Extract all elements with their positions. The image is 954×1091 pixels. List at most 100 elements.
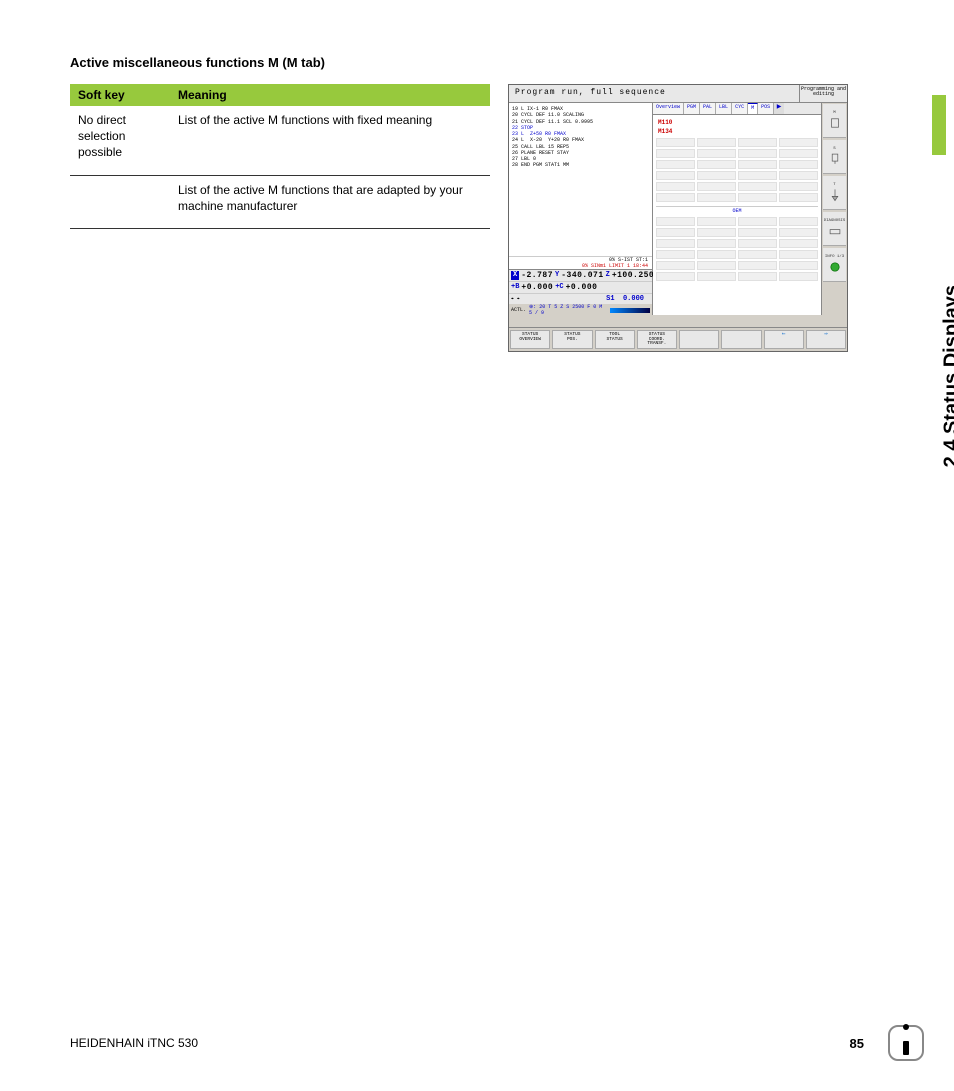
feed-bar: [610, 308, 650, 313]
m-slot: [656, 228, 695, 237]
m-slot: [738, 261, 777, 270]
diagnosis-icon[interactable]: DIAGNOSIS: [823, 212, 846, 246]
m-slot: [697, 193, 736, 202]
status-tab-pgm[interactable]: PGM: [684, 103, 700, 114]
side-tab-label: 2.4 Status Displays: [940, 285, 954, 467]
m-slot: [738, 239, 777, 248]
m-slot: [697, 217, 736, 226]
m-slot: [779, 160, 818, 169]
softkey[interactable]: STATUS POS.: [552, 330, 592, 349]
m-slot: [779, 149, 818, 158]
axis-y-label: Y: [555, 271, 559, 280]
tabs-scroll-right-icon[interactable]: ▶: [774, 103, 784, 114]
cell-meaning: List of the active M functions that are …: [170, 175, 490, 228]
m-slot: [779, 217, 818, 226]
m-slot: [697, 272, 736, 281]
status-tab-m[interactable]: M: [748, 103, 758, 114]
softkey-arrow[interactable]: ⇐: [764, 330, 804, 349]
m-icon[interactable]: M: [823, 104, 846, 138]
axis-c-val: +0.000: [566, 283, 598, 292]
table-row: List of the active M functions that are …: [70, 175, 490, 228]
status-tab-pal[interactable]: PAL: [700, 103, 716, 114]
m-slot: [779, 138, 818, 147]
cell-softkey: No direct selection possible: [70, 106, 170, 175]
program-line: 28 END PGM STAT1 MM: [512, 162, 649, 168]
m-slot: [779, 182, 818, 191]
program-listing: 19 L IX-1 R0 FMAX20 CYCL DEF 11.0 SCALIN…: [509, 103, 652, 172]
m-slot: [738, 193, 777, 202]
m-functions-panel: M110 M134 OEM: [653, 115, 821, 315]
m-slot: [738, 272, 777, 281]
m-value: M110: [656, 118, 818, 127]
softkey[interactable]: [721, 330, 761, 349]
m-slot: [656, 160, 695, 169]
col-softkey: Soft key: [70, 84, 170, 106]
m-slot: [738, 182, 777, 191]
m-slot: [779, 171, 818, 180]
axis-b-val: +0.000: [521, 283, 553, 292]
oem-label: OEM: [656, 206, 818, 215]
axis-c-label: +C: [555, 283, 563, 292]
axis-y-val: -340.071: [561, 271, 603, 280]
m-slot: [656, 272, 695, 281]
m-slot: [779, 261, 818, 270]
softkey-arrow[interactable]: ⇒: [806, 330, 846, 349]
m-slot: [697, 182, 736, 191]
program-status: 0% S-IST ST:1 0% SINm1 LIMIT 1 18:44: [509, 256, 652, 269]
m-slot: [697, 261, 736, 270]
m-slot: [656, 193, 695, 202]
m-slot: [738, 171, 777, 180]
t-icon[interactable]: T: [823, 176, 846, 210]
icon-strip: M S T DIAGNOSIS: [821, 103, 847, 315]
table-row: No direct selection possible List of the…: [70, 106, 490, 175]
m-slot: [779, 193, 818, 202]
axis-z-label: Z: [606, 271, 610, 280]
softkey[interactable]: [679, 330, 719, 349]
m-slot: [697, 149, 736, 158]
m-slot: [779, 272, 818, 281]
section-heading: Active miscellaneous functions M (M tab): [70, 55, 884, 70]
col-meaning: Meaning: [170, 84, 490, 106]
m-functions-table: Soft key Meaning No direct selection pos…: [70, 84, 490, 229]
m-slot: [656, 171, 695, 180]
softkey[interactable]: TOOL STATUS: [595, 330, 635, 349]
m-slot: [738, 217, 777, 226]
status-tab-overview[interactable]: Overview: [653, 103, 684, 114]
m-slot: [656, 138, 695, 147]
status-tabs: OverviewPGMPALLBLCYCMPOS▶: [653, 103, 821, 115]
m-slot: [656, 239, 695, 248]
m-slot: [738, 149, 777, 158]
m-slot: [779, 250, 818, 259]
status-tab-cyc[interactable]: CYC: [732, 103, 748, 114]
coordinates-panel: X -2.787 Y -340.071 Z +100.250 +B +0.000…: [509, 269, 652, 315]
axis-z-val: +100.250: [612, 271, 654, 280]
footer-manual: HEIDENHAIN iTNC 530: [70, 1036, 850, 1050]
softkey[interactable]: STATUS OVERVIEW: [510, 330, 550, 349]
status-tab-pos[interactable]: POS: [758, 103, 774, 114]
spindle-label: S1 0.000: [606, 295, 644, 303]
m-slot: [697, 250, 736, 259]
m-slot: [656, 217, 695, 226]
info-icon: [888, 1025, 924, 1061]
info-icon-box[interactable]: INFO 1/3: [823, 248, 846, 282]
status-tab-lbl[interactable]: LBL: [716, 103, 732, 114]
m-slot: [779, 239, 818, 248]
cnc-subtitle: Programming and editing: [799, 85, 847, 102]
m-slot: [738, 228, 777, 237]
m-slot: [697, 228, 736, 237]
m-slot: [738, 250, 777, 259]
m-slot: [656, 149, 695, 158]
softkey[interactable]: STATUS COORD. TRANSF.: [637, 330, 677, 349]
m-slot: [697, 160, 736, 169]
axis-x-val: -2.787: [521, 271, 553, 280]
footer-page-number: 85: [850, 1036, 864, 1051]
m-slot: [738, 138, 777, 147]
cell-softkey: [70, 175, 170, 228]
m-slot: [697, 138, 736, 147]
softkey-bar: STATUS OVERVIEWSTATUS POS.TOOL STATUSSTA…: [509, 327, 847, 351]
section-side-tab: 2.4 Status Displays: [912, 45, 946, 295]
m-slot: [656, 261, 695, 270]
s-icon[interactable]: S: [823, 140, 846, 174]
axis-b-label: +B: [511, 283, 519, 292]
cell-meaning: List of the active M functions with fixe…: [170, 106, 490, 175]
